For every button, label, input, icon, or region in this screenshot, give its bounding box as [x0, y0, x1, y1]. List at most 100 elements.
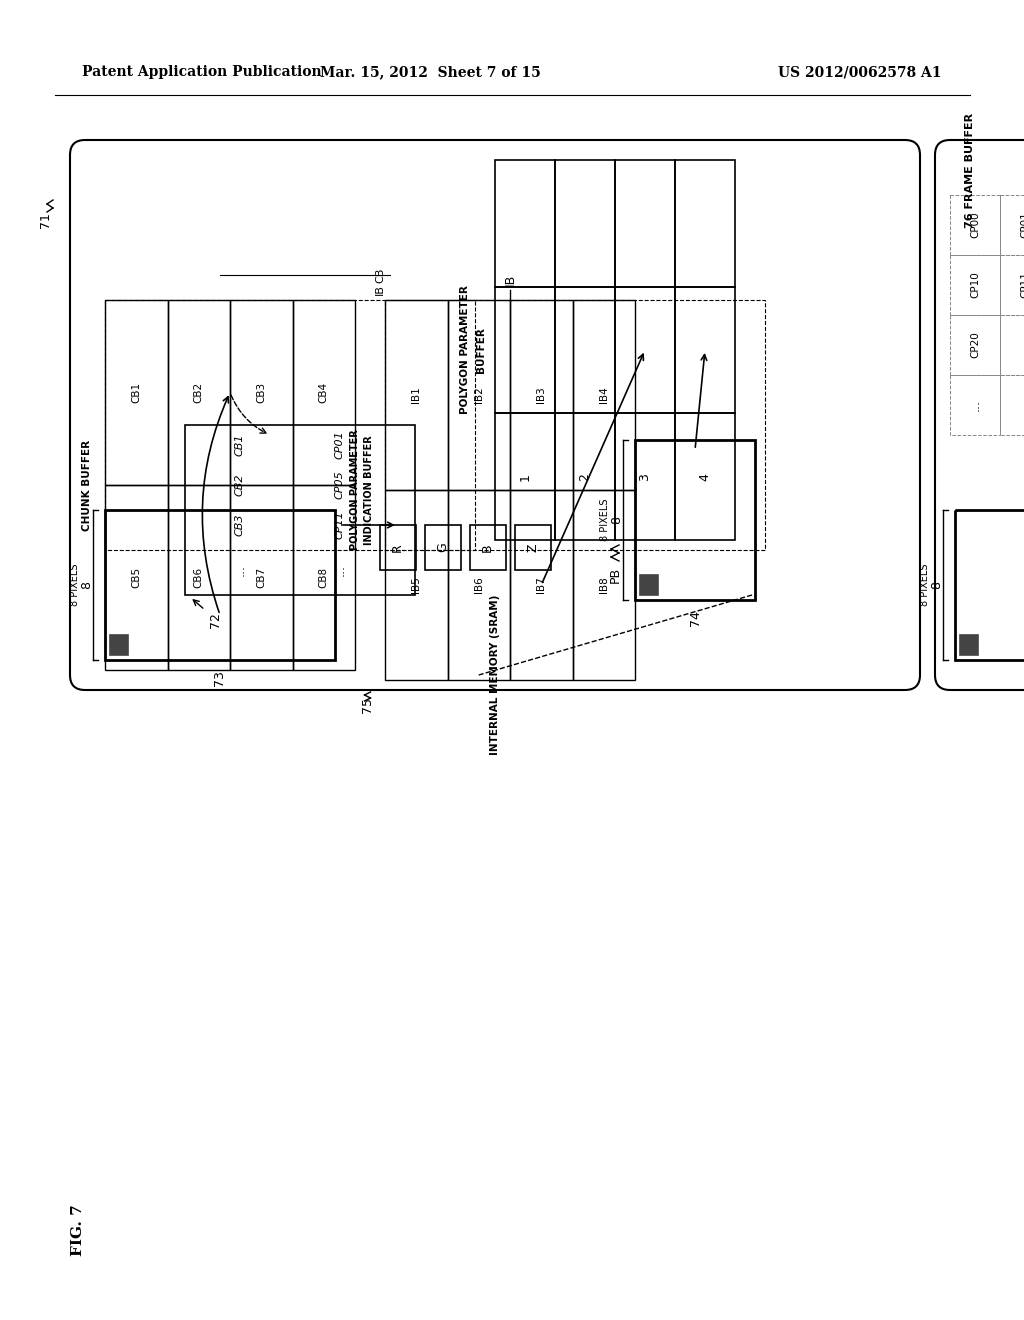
Text: IB4: IB4	[599, 387, 608, 404]
Text: IB1: IB1	[412, 387, 421, 404]
Text: US 2012/0062578 A1: US 2012/0062578 A1	[778, 65, 942, 79]
Bar	[105, 510, 335, 660]
Bar	[675, 160, 735, 286]
Text: CB7: CB7	[256, 566, 266, 589]
Text: ...: ...	[969, 399, 981, 411]
Text: INDICATION BUFFER: INDICATION BUFFER	[364, 436, 374, 545]
Text: IB: IB	[504, 273, 516, 286]
Text: 8: 8	[81, 581, 93, 589]
Text: 8 PIXELS: 8 PIXELS	[920, 564, 930, 606]
Bar	[635, 440, 755, 601]
Bar	[185, 425, 415, 595]
Text: CP11: CP11	[1020, 272, 1024, 298]
Text: IB8: IB8	[599, 577, 608, 594]
Bar	[555, 413, 615, 540]
Text: CB1: CB1	[234, 434, 245, 457]
Text: CP01: CP01	[335, 430, 345, 459]
Bar	[168, 484, 230, 671]
Text: IB3: IB3	[537, 387, 546, 404]
Text: 73: 73	[213, 671, 226, 686]
Text: CP11: CP11	[335, 511, 345, 540]
Bar	[105, 484, 168, 671]
Bar	[615, 160, 675, 286]
Text: ...: ...	[233, 564, 247, 576]
Text: CB6: CB6	[194, 566, 204, 589]
Text: CP01: CP01	[1020, 211, 1024, 239]
Bar	[961, 635, 978, 655]
Text: 76 FRAME BUFFER: 76 FRAME BUFFER	[965, 112, 975, 227]
Text: CP00: CP00	[970, 211, 980, 239]
Text: CHUNK BUFFER: CHUNK BUFFER	[82, 440, 92, 531]
Text: ...: ...	[334, 564, 346, 576]
Text: CB3: CB3	[234, 513, 245, 536]
Bar	[510, 490, 572, 680]
Bar	[572, 300, 635, 490]
Bar	[495, 413, 555, 540]
Text: 74: 74	[688, 610, 701, 626]
Bar	[1000, 255, 1024, 315]
Bar	[950, 255, 1000, 315]
Bar	[447, 300, 510, 490]
Bar	[385, 300, 765, 550]
Bar	[230, 484, 293, 671]
Text: 75: 75	[361, 697, 374, 713]
Text: 71: 71	[39, 213, 51, 228]
Bar	[1000, 375, 1024, 436]
Bar	[515, 525, 551, 570]
Text: PB: PB	[608, 566, 622, 583]
Bar	[230, 300, 293, 484]
Text: 8: 8	[610, 516, 624, 524]
Bar	[950, 195, 1000, 255]
Text: IB6: IB6	[474, 577, 483, 594]
Bar	[293, 484, 355, 671]
Bar	[385, 490, 447, 680]
Bar	[293, 300, 355, 484]
Bar	[555, 160, 615, 286]
Bar	[168, 300, 230, 484]
Text: FIG. 7: FIG. 7	[71, 1204, 85, 1255]
Text: POLYGON PARAMETER: POLYGON PARAMETER	[350, 429, 360, 550]
Text: G: G	[436, 543, 450, 552]
Bar	[950, 375, 1000, 436]
Bar	[495, 286, 555, 413]
Bar	[470, 525, 506, 570]
Text: ...: ...	[1019, 339, 1024, 351]
Bar	[510, 300, 572, 490]
Bar	[447, 490, 510, 680]
Text: Patent Application Publication: Patent Application Publication	[82, 65, 322, 79]
Text: CB2: CB2	[234, 474, 245, 496]
Text: CP20: CP20	[970, 331, 980, 358]
Bar	[105, 300, 168, 484]
Text: CP05: CP05	[335, 471, 345, 499]
Text: CP10: CP10	[970, 272, 980, 298]
Text: Mar. 15, 2012  Sheet 7 of 15: Mar. 15, 2012 Sheet 7 of 15	[319, 65, 541, 79]
Text: CB: CB	[375, 268, 385, 282]
Text: IB2: IB2	[474, 387, 483, 404]
Text: Z: Z	[526, 544, 540, 552]
Text: IB: IB	[375, 285, 385, 296]
Bar	[425, 525, 461, 570]
Text: 4: 4	[698, 473, 712, 480]
Text: POLYGON PARAMETER: POLYGON PARAMETER	[460, 285, 470, 414]
Text: 1: 1	[518, 473, 531, 480]
Text: 3: 3	[639, 473, 651, 480]
Bar	[555, 286, 615, 413]
Bar	[955, 510, 1024, 660]
Text: 8 PIXELS: 8 PIXELS	[70, 564, 80, 606]
Bar	[675, 413, 735, 540]
Text: CB5: CB5	[131, 566, 141, 589]
Text: IB7: IB7	[537, 577, 546, 594]
Bar	[675, 286, 735, 413]
Bar	[385, 300, 447, 490]
Bar	[110, 635, 128, 655]
Text: 72: 72	[209, 612, 221, 628]
Bar	[495, 160, 555, 286]
Bar	[950, 315, 1000, 375]
Bar	[1000, 195, 1024, 255]
Text: CB4: CB4	[318, 381, 329, 403]
Text: R: R	[391, 543, 404, 552]
Bar	[615, 413, 675, 540]
Text: BUFFER: BUFFER	[476, 327, 486, 374]
Bar	[1000, 315, 1024, 375]
Text: 8 PIXELS: 8 PIXELS	[600, 499, 610, 541]
